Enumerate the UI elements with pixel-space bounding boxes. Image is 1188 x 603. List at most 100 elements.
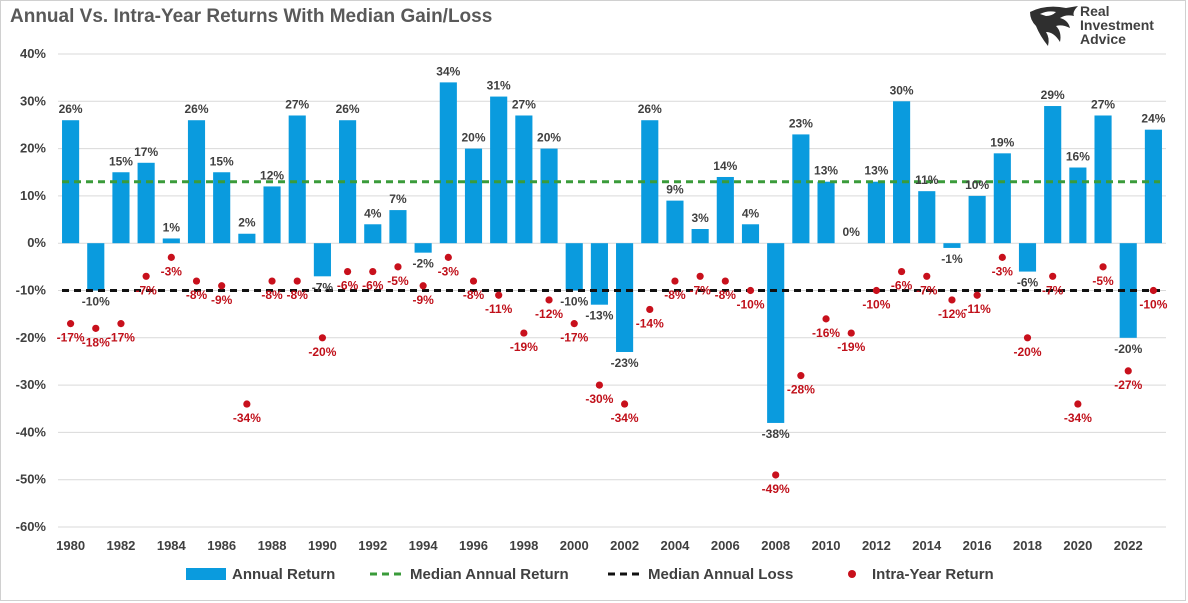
intra-year-label: -5%: [387, 274, 409, 288]
bar-value-label: 31%: [487, 79, 511, 93]
intra-year-point: [646, 305, 654, 314]
intra-year-label: -19%: [510, 340, 538, 354]
bar-value-label: 29%: [1041, 88, 1065, 102]
intra-year-label: -5%: [1092, 274, 1114, 288]
intra-year-label: -19%: [837, 340, 865, 354]
x-tick-label: 2006: [711, 538, 740, 553]
y-axis-ticks: 40% 30% 20% 10% 0% -10% -20% -30% -40% -50% -60%: [16, 46, 47, 534]
bar-series: [62, 82, 1162, 423]
x-tick-label: 2020: [1063, 538, 1092, 553]
legend: Annual Return Median Annual Return Median …: [186, 566, 994, 583]
x-tick-label: 2008: [761, 538, 790, 553]
legend-label-median-loss: Median Annual Loss: [648, 566, 793, 583]
y-tick-label: 0%: [27, 235, 46, 250]
y-tick-label: -10%: [16, 283, 47, 298]
intra-year-point: [469, 277, 478, 285]
intra-year-label: -17%: [57, 331, 85, 345]
brand-text: Real Investment Advice: [1080, 4, 1154, 46]
intra-year-point: [167, 253, 175, 261]
intra-year-label: -20%: [308, 345, 336, 359]
intra-year-label: -28%: [787, 383, 815, 397]
bar: [691, 229, 709, 244]
intra-year-label: -34%: [1064, 411, 1092, 425]
x-tick-label: 1980: [56, 538, 85, 553]
bar-value-label: 12%: [260, 168, 284, 182]
brand-line-2: Investment: [1080, 17, 1154, 33]
intra-year-point: [1099, 263, 1107, 271]
bar: [464, 148, 483, 244]
bar: [741, 224, 760, 244]
bar: [213, 172, 231, 244]
bar: [943, 243, 961, 248]
intra-year-label: -3%: [438, 264, 460, 278]
bar: [62, 120, 80, 244]
intra-year-label: -10%: [736, 298, 764, 312]
bar-value-label: 13%: [864, 164, 888, 178]
intra-year-label: -8%: [664, 288, 686, 302]
y-tick-label: -40%: [16, 424, 47, 439]
bar: [666, 200, 684, 244]
bar: [137, 162, 155, 244]
intra-year-point: [444, 253, 452, 261]
y-tick-label: 30%: [20, 93, 46, 108]
intra-year-point: [570, 320, 578, 328]
bar: [288, 115, 306, 244]
bar: [238, 233, 256, 244]
intra-year-point: [394, 263, 402, 271]
legend-label-intra-year: Intra-Year Return: [872, 566, 994, 583]
intra-year-point: [696, 272, 704, 280]
intra-year-point: [671, 277, 679, 285]
bar: [616, 243, 634, 352]
intra-year-point: [897, 267, 906, 276]
intra-year-label: -16%: [812, 326, 840, 340]
bar-value-label: 15%: [210, 154, 234, 168]
legend-swatch-annual-return: [186, 568, 226, 580]
bar-value-label: 7%: [389, 192, 407, 206]
bar: [590, 243, 608, 305]
bar-value-label: 20%: [461, 131, 485, 145]
intra-year-point: [872, 286, 881, 295]
intra-year-label: -17%: [560, 331, 588, 345]
bar: [540, 148, 558, 244]
intra-year-label: -10%: [862, 298, 890, 312]
intra-year-series: [66, 253, 1158, 479]
intra-year-label: -18%: [82, 335, 110, 349]
bar: [1144, 129, 1162, 244]
intra-year-point: [973, 291, 981, 299]
chart-title: Annual Vs. Intra-Year Returns With Media…: [10, 6, 493, 27]
intra-year-label: -6%: [337, 279, 359, 293]
bar-value-label: -20%: [1114, 342, 1142, 356]
intra-year-label: -3%: [992, 264, 1014, 278]
bar-value-label: -13%: [585, 309, 613, 323]
bar: [565, 243, 583, 291]
bar-labels: 26%-10%15%17%1%26%15%2%12%27%-7%26%4%7%-…: [59, 64, 1166, 441]
intra-year-point: [520, 329, 528, 337]
bar: [339, 120, 357, 244]
median-lines: [62, 180, 1160, 292]
y-tick-label: -50%: [16, 472, 47, 487]
intra-year-point: [1124, 367, 1132, 375]
bar: [87, 243, 105, 291]
legend-label-median-gain: Median Annual Return: [410, 566, 569, 583]
bar-value-label: 3%: [691, 211, 709, 225]
intra-year-point: [998, 253, 1006, 261]
intra-year-label: -8%: [463, 288, 485, 302]
intra-year-point: [1049, 272, 1057, 280]
intra-year-point: [1023, 334, 1032, 342]
bar: [389, 210, 407, 244]
x-tick-label: 1994: [409, 538, 439, 553]
bar-value-label: -1%: [941, 252, 963, 266]
bar: [792, 134, 810, 244]
intra-year-label: -9%: [412, 293, 434, 307]
bar-value-label: 4%: [364, 206, 382, 220]
intra-year-label: -11%: [485, 302, 513, 316]
intra-year-label: -34%: [611, 411, 639, 425]
y-tick-label: 20%: [20, 141, 46, 156]
bar: [817, 181, 835, 244]
intra-year-label: -27%: [1114, 378, 1142, 392]
bar: [414, 243, 432, 253]
intra-year-point: [318, 334, 327, 342]
eagle-logo-icon: [1030, 6, 1078, 46]
bar-value-label: 26%: [336, 102, 360, 116]
